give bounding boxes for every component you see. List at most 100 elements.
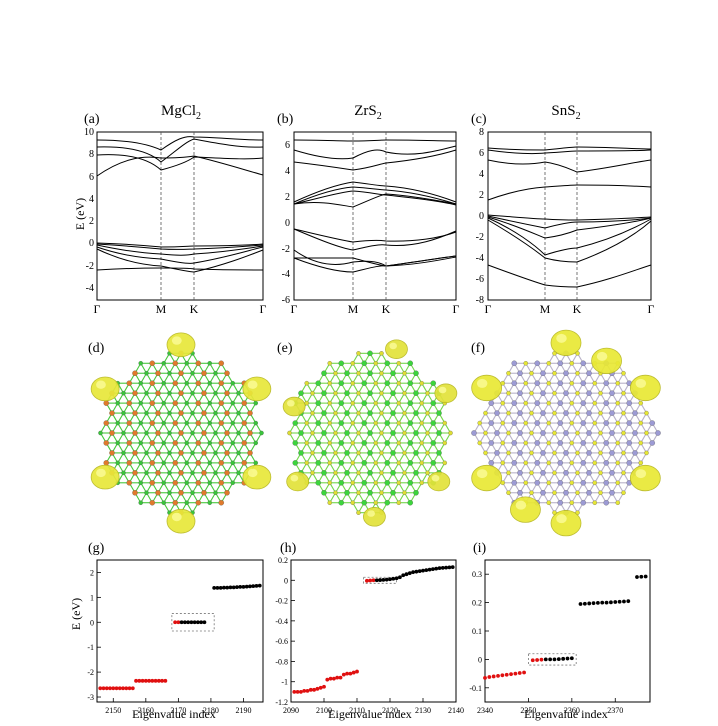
data-point [130,686,135,691]
atom-b [569,420,575,426]
data-point [308,687,313,692]
data-point [351,670,356,675]
atom-a [488,460,494,466]
svg-text:4: 4 [89,194,94,205]
atom-a [557,380,564,386]
atom-a [344,470,350,476]
atom-a [534,380,541,386]
atom-b [161,380,166,386]
atom-a [603,499,610,506]
atom-b [569,361,575,366]
data-point [251,584,256,589]
atom-b [167,490,172,496]
atom-b [442,420,447,426]
density-blob [629,374,661,402]
atom-b [356,470,361,476]
data-point [401,573,406,578]
density-highlight [286,399,295,407]
atom-a [149,499,155,506]
x-tick-label: 2120 [382,706,398,715]
atom-a [178,490,184,496]
atom-a [132,490,138,496]
atom-a [321,470,327,476]
atom-a [132,470,138,476]
atom-b [529,430,534,436]
atom-a [155,390,161,396]
atom-a [315,460,321,466]
atom-a [201,450,207,456]
atom-a [384,380,390,386]
density-highlight [96,468,106,478]
atom-b [304,420,309,426]
atom-a [321,430,327,436]
atom-b [552,390,557,396]
atom-a [390,490,396,496]
atom-a [338,480,344,486]
atom-a [626,460,633,466]
atom-b [621,430,626,436]
atom-a [155,450,161,456]
svg-text:Γ: Γ [485,302,492,316]
atom-b [425,390,430,396]
atom-a [609,470,615,476]
atom-a [563,490,569,496]
y-tick-label: 0 [284,576,288,585]
data-point [483,675,487,680]
atom-b [506,450,511,456]
atom-a [218,460,224,466]
atom-a [488,400,494,406]
atom-a [178,430,184,436]
atom-a [224,390,230,396]
atom-b [167,370,172,376]
atom-a [413,370,419,376]
atom-a [534,460,541,466]
atom-a [563,410,569,416]
atom-b [638,460,644,466]
data-point [434,566,439,571]
atom-a [195,460,201,466]
y-tick-label: -1 [281,678,288,687]
density-highlight [96,380,106,389]
atom-a [580,380,587,386]
atom-a [109,450,115,456]
atom-a [407,360,413,367]
atom-b [230,400,235,406]
atom-b [419,480,424,486]
density-highlight [556,514,567,524]
atom-a [361,499,367,506]
data-point [609,600,613,605]
density-blob [591,347,622,375]
data-point [134,678,138,683]
eigen-panel-h: (h) Eigenvalue index -1.2 -1 -0.8 -0.6 -0.4 -… [275,541,464,721]
atom-b [529,410,534,416]
series-unoccupied [543,574,648,662]
atom-b [506,490,511,496]
atom-a [218,480,224,486]
y-tick-label: -1 [87,643,94,652]
atom-a [632,450,638,456]
atom-b [121,450,126,456]
atom-a [241,420,247,426]
atom-b [190,490,195,496]
svg-text:M: M [156,302,167,316]
atom-a [178,470,184,476]
atom-b [304,380,309,386]
plot-frame [487,131,652,301]
atom-a [488,440,494,446]
data-point [371,578,376,583]
series-unoccupied [374,565,455,583]
data-point [179,620,184,625]
kpoint-labels: Γ M K Γ [485,302,655,316]
atom-b [138,480,143,486]
atom-a [218,420,224,426]
atom-b [644,450,649,456]
data-point [318,685,323,690]
atom-a [557,499,564,506]
atom-b [598,410,603,416]
atom-b [621,450,626,456]
atom-a [563,370,569,376]
atom-b [575,390,580,396]
atom-b [379,390,384,396]
atom-a [540,490,546,496]
atom-b [190,470,195,476]
